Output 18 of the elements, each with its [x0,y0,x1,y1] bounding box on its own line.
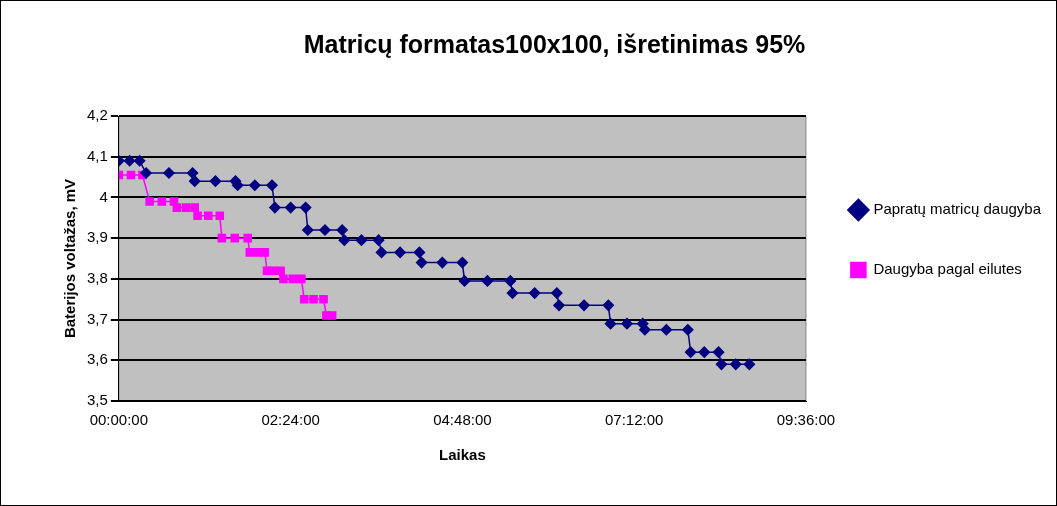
y-tick-label: 4,1 [86,146,108,164]
x-tick-label: 07:12:00 [604,411,664,429]
y-tick-label: 3,6 [86,350,108,368]
x-tick-label: 04:48:00 [433,411,492,429]
y-tick-label: 3,7 [86,309,108,327]
x-tick-label: 09:36:00 [776,411,836,429]
chart-title: Matricų formatas100x100, išretinimas 95% [303,29,806,58]
x-tick-label: 00:00:00 [89,411,149,429]
legend-label: Daugyba pagal eilutes [873,260,1022,278]
legend-label: Papratų matricų daugyba [873,200,1042,218]
y-tick-label: 3,9 [86,228,108,246]
x-tick-label: 02:24:00 [261,411,320,429]
y-tick-label: 3,5 [86,391,108,409]
y-axis-title: Baterijos voltažas, mV [61,178,79,339]
y-tick-label: 4,2 [86,106,108,124]
x-axis-title: Laikas [439,446,486,464]
y-tick-label: 3,8 [86,269,108,286]
y-tick-label: 4 [99,187,108,205]
